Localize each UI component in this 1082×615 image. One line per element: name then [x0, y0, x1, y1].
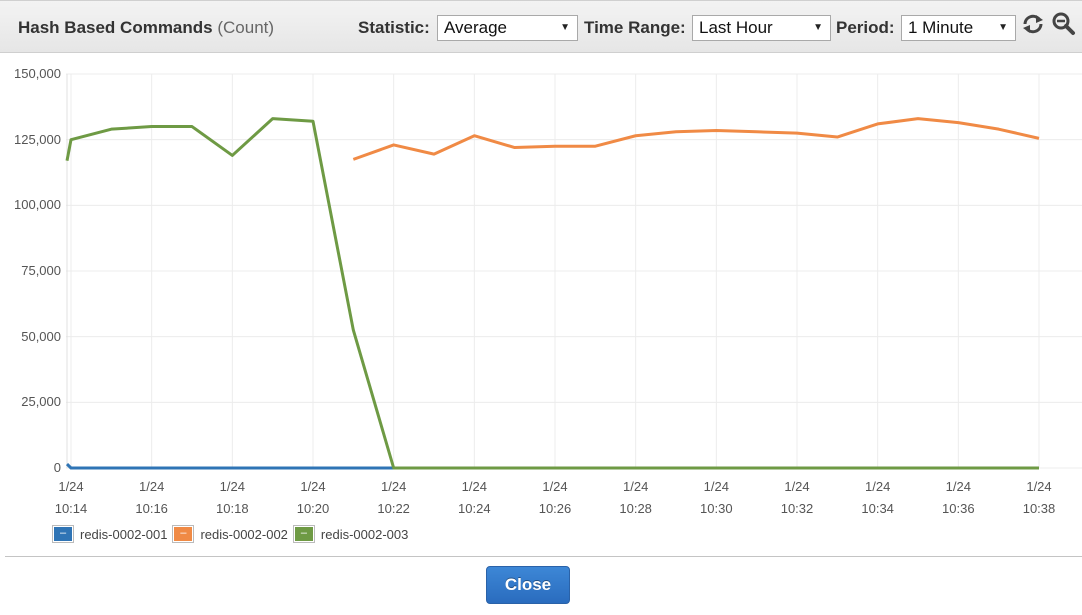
time-range-select[interactable]: Last Hour ▼ — [692, 15, 831, 41]
legend-swatch: – — [172, 525, 195, 543]
legend-label: redis-0002-003 — [320, 526, 409, 542]
metric-unit: (Count) — [217, 18, 275, 37]
statistic-select[interactable]: Average ▼ — [437, 15, 578, 41]
y-tick-label: 75,000 — [21, 263, 61, 278]
series-line-redis-0002-003 — [65, 117, 1039, 470]
y-tick-label: 0 — [53, 460, 61, 475]
time-range-value: Last Hour — [699, 18, 773, 37]
x-tick-label: 1/24 10:16 — [135, 479, 168, 516]
chart-title: Hash Based Commands (Count) — [18, 18, 274, 38]
x-tick-label: 1/24 10:22 — [377, 479, 410, 516]
dropdown-arrow-icon: ▼ — [560, 22, 570, 33]
legend-item-redis-0002-003[interactable]: – redis-0002-003 — [292, 525, 409, 543]
x-tick-label: 1/24 10:30 — [700, 479, 733, 516]
period-value: 1 Minute — [908, 18, 974, 37]
chart-area: 150,000 125,000 100,000 75,000 50,000 25,000 0… — [0, 53, 1082, 553]
x-tick-label: 1/24 10:18 — [216, 479, 249, 516]
chart-legend: – redis-0002-001 – redis-0002-002 – redi… — [52, 525, 413, 543]
close-button[interactable]: Close — [486, 566, 570, 604]
line-chart-plot[interactable] — [0, 53, 1082, 553]
x-tick-label: 1/24 10:32 — [780, 479, 814, 516]
legend-item-redis-0002-001[interactable]: – redis-0002-001 — [52, 525, 167, 543]
zoom-out-button[interactable] — [1051, 11, 1075, 37]
statistic-label: Statistic: — [358, 18, 430, 37]
y-tick-label: 125,000 — [14, 131, 61, 147]
y-tick-label: 150,000 — [14, 66, 61, 81]
time-range-label: Time Range: — [584, 18, 686, 37]
legend-swatch: – — [292, 525, 315, 543]
footer-divider — [5, 556, 1082, 557]
dropdown-arrow-icon: ▼ — [998, 22, 1008, 33]
period-label: Period: — [836, 18, 895, 37]
x-tick-label: 1/24 10:36 — [942, 479, 975, 516]
legend-label: redis-0002-002 — [200, 526, 288, 542]
dropdown-arrow-icon: ▼ — [813, 22, 823, 33]
x-tick-label: 1/24 10:34 — [861, 479, 894, 516]
refresh-icon — [1023, 14, 1043, 34]
refresh-button[interactable] — [1021, 11, 1045, 37]
x-tick-label: 1/24 10:14 — [54, 479, 88, 516]
x-tick-label: 1/24 10:20 — [296, 479, 330, 516]
y-tick-label: 25,000 — [21, 394, 61, 410]
metric-name: Hash Based Commands — [18, 18, 213, 37]
x-tick-label: 1/24 10:26 — [538, 479, 572, 516]
legend-label: redis-0002-001 — [80, 526, 168, 542]
period-select[interactable]: 1 Minute ▼ — [901, 15, 1016, 41]
x-tick-label: 1/24 10:28 — [619, 479, 652, 516]
zoom-out-icon — [1052, 12, 1075, 35]
legend-item-redis-0002-002[interactable]: – redis-0002-002 — [172, 525, 288, 543]
x-tick-label: 1/24 10:38 — [1022, 479, 1056, 516]
chart-header: Hash Based Commands (Count) Statistic: A… — [0, 0, 1082, 53]
y-tick-label: 50,000 — [21, 328, 61, 344]
legend-swatch: – — [52, 525, 74, 543]
y-tick-label: 100,000 — [14, 197, 61, 213]
series-line-redis-0002-001 — [65, 462, 394, 470]
x-tick-label: 1/24 10:24 — [458, 479, 491, 516]
series-line-redis-0002-002 — [352, 117, 1040, 161]
statistic-value: Average — [444, 18, 508, 37]
